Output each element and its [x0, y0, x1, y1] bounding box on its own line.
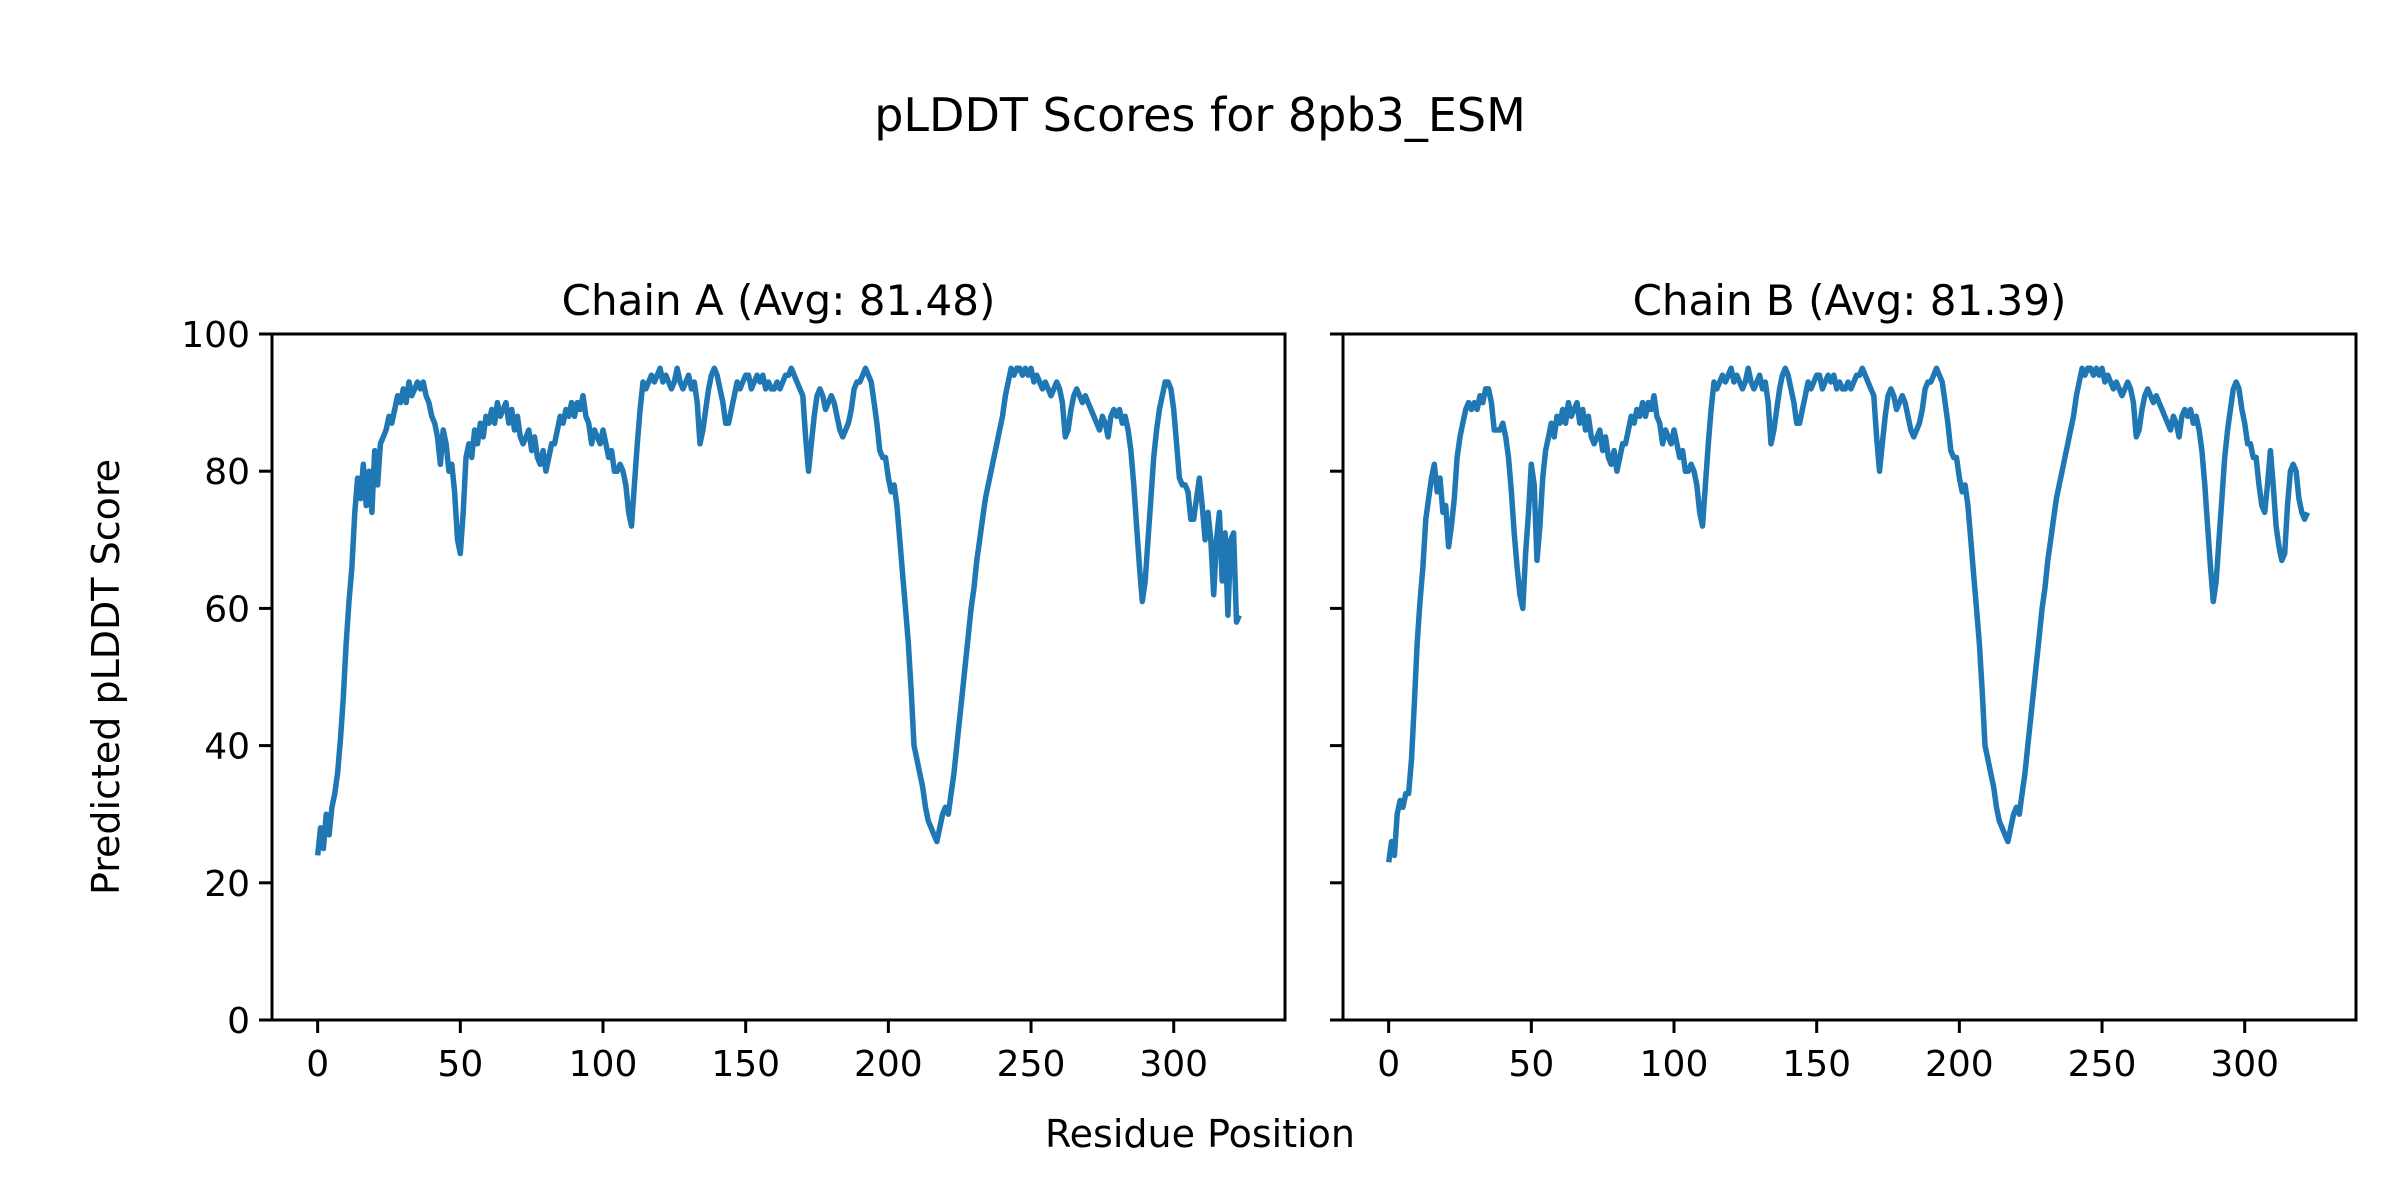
- x-tick-label: 200: [854, 1044, 923, 1085]
- plddt-line: [1385, 365, 2311, 863]
- axes-box: [1341, 332, 2358, 1022]
- x-tick-label: 300: [1139, 1044, 1208, 1085]
- chain-b-subplot-title: Chain B (Avg: 81.39): [1632, 276, 2067, 325]
- y-tick-label: 20: [204, 864, 250, 905]
- x-tick-label: 0: [306, 1044, 329, 1085]
- y-tick-label: 80: [204, 452, 250, 493]
- x-tick-label: 300: [2210, 1044, 2279, 1085]
- plddt-line: [314, 365, 1242, 856]
- x-tick-label: 50: [1508, 1044, 1554, 1085]
- x-tick-label: 250: [2068, 1044, 2137, 1085]
- y-tick-label: 40: [204, 727, 250, 768]
- x-axis-label: Residue Position: [1044, 1112, 1356, 1156]
- y-tick-label: 100: [181, 315, 250, 356]
- chain-a-subplot-title: Chain A (Avg: 81.48): [561, 276, 996, 325]
- x-tick-label: 150: [1782, 1044, 1851, 1085]
- x-tick-label: 150: [711, 1044, 780, 1085]
- x-tick-label: 100: [1640, 1044, 1709, 1085]
- chain-a-plot: 0 50 100 150 200 250 300 0 20 40 60 80 100: [181, 315, 1287, 1085]
- y-tick-label: 0: [227, 1001, 250, 1042]
- y-axis-label: Predicted pLDDT Score: [84, 459, 128, 895]
- chain-b-plot: 0 50 100 150 200 250 300: [1330, 332, 2358, 1085]
- y-tick-label: 60: [204, 589, 250, 630]
- x-tick-label: 50: [437, 1044, 483, 1085]
- figure-title: pLDDT Scores for 8pb3_ESM: [874, 88, 1526, 142]
- x-tick-label: 0: [1377, 1044, 1400, 1085]
- x-tick-label: 200: [1925, 1044, 1994, 1085]
- x-tick-label: 100: [569, 1044, 638, 1085]
- x-tick-label: 250: [997, 1044, 1066, 1085]
- axes-box: [270, 332, 1287, 1022]
